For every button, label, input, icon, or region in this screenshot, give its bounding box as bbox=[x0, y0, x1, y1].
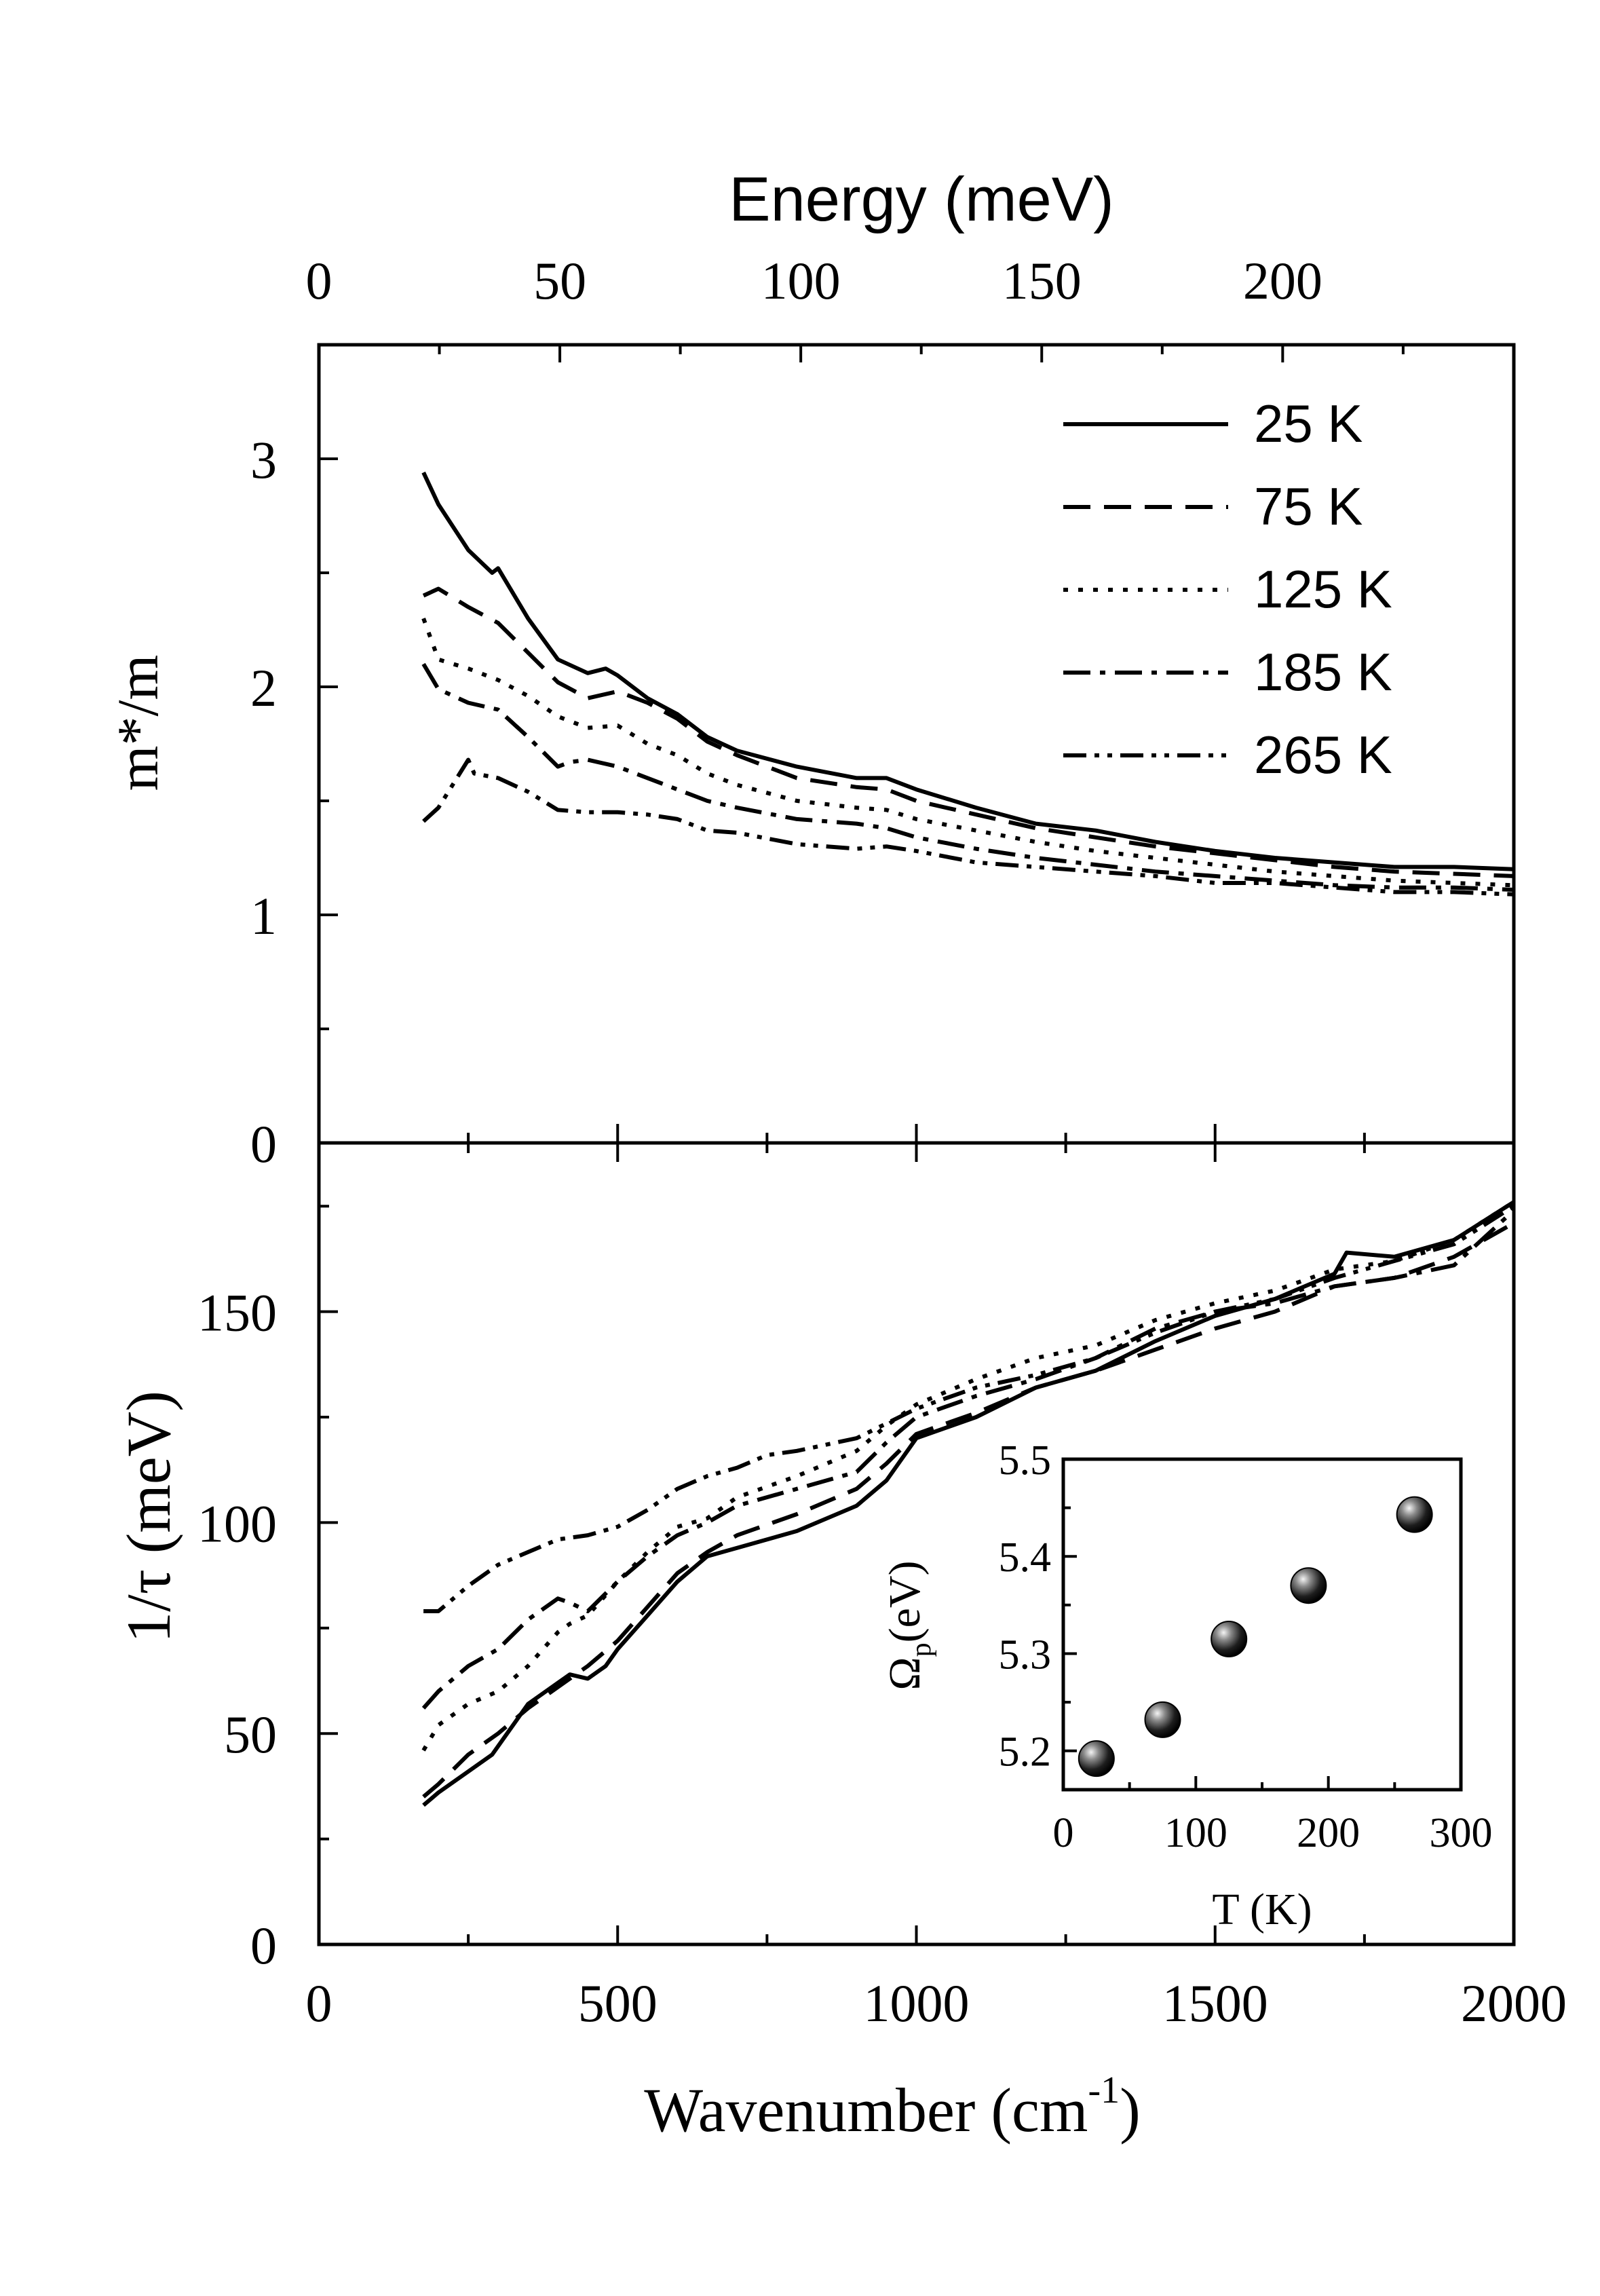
inset-point bbox=[1211, 1620, 1248, 1657]
top-series-75k bbox=[422, 586, 1515, 878]
bottom-y-ticks: 0 50 100 150 bbox=[197, 1205, 338, 1975]
inset-x-axis-label: T (K) bbox=[1212, 1885, 1312, 1934]
top-y-axis-label: m*/m bbox=[105, 655, 170, 791]
bottom-series-265k bbox=[423, 1204, 1515, 1613]
bottom-y-tick-label: 100 bbox=[197, 1494, 277, 1553]
bottom-series-75k bbox=[422, 1221, 1515, 1799]
inset-point bbox=[1396, 1496, 1433, 1533]
top-y-tick-label: 0 bbox=[250, 1114, 277, 1173]
bottom-x-tick-label: 500 bbox=[578, 1974, 658, 2033]
top-series-25k bbox=[421, 471, 1515, 871]
inset-y-axis-label: Ωp(eV) bbox=[880, 1561, 937, 1691]
legend: 25 K 75 K 125 K 185 K 265 K bbox=[1063, 394, 1392, 785]
top-energy-tick-label: 50 bbox=[533, 251, 586, 310]
inset-y-tick-label: 5.2 bbox=[999, 1729, 1052, 1775]
bottom-x-tick-label: 1500 bbox=[1162, 1974, 1268, 2033]
bottom-y-axis-label: 1/τ (meV) bbox=[114, 1391, 183, 1643]
inset-y-ticks: 5.2 5.3 5.4 5.5 bbox=[999, 1437, 1077, 1775]
top-y-tick-label: 1 bbox=[250, 886, 277, 945]
bottom-plot-frame bbox=[317, 1141, 1516, 1946]
x-axis-label: Wavenumber (cm-1) bbox=[644, 2069, 1141, 2145]
bottom-y-tick-label: 50 bbox=[224, 1705, 277, 1764]
top-curves bbox=[421, 471, 1515, 897]
bottom-series-125k bbox=[421, 1200, 1515, 1752]
top-axis-label: Energy (meV) bbox=[729, 165, 1114, 234]
bottom-y-tick-label: 150 bbox=[197, 1283, 277, 1342]
bottom-series-25k bbox=[422, 1200, 1515, 1807]
inset-y-tick-label: 5.4 bbox=[999, 1535, 1052, 1581]
bottom-x-tick-label: 2000 bbox=[1461, 1974, 1567, 2033]
top-energy-tick-label: 200 bbox=[1243, 251, 1322, 310]
inset-x-ticks: 0 100 200 300 bbox=[1053, 1776, 1493, 1856]
bottom-x-ticks: 0 500 1000 1500 2000 bbox=[306, 1124, 1567, 2033]
top-energy-tick-label: 150 bbox=[1002, 251, 1082, 310]
inset-point bbox=[1078, 1740, 1115, 1777]
top-series-265k bbox=[422, 757, 1515, 897]
legend-label-125k: 125 K bbox=[1254, 559, 1392, 619]
top-energy-tick-label: 0 bbox=[306, 251, 332, 310]
bottom-y-tick-label: 0 bbox=[250, 1916, 277, 1975]
top-y-tick-label: 3 bbox=[250, 430, 277, 489]
top-energy-tick-label: 100 bbox=[761, 251, 841, 310]
legend-label-25k: 25 K bbox=[1254, 394, 1363, 453]
legend-label-75k: 75 K bbox=[1254, 476, 1363, 536]
inset-panel: 0 100 200 300 5.2 5.3 5.4 5.5 T (K) Ωp(eV) bbox=[880, 1437, 1493, 1934]
top-y-ticks: 0 1 2 3 bbox=[250, 430, 338, 1173]
inset-points bbox=[1078, 1496, 1433, 1777]
legend-label-265k: 265 K bbox=[1254, 725, 1392, 785]
bottom-series-185k bbox=[421, 1209, 1516, 1710]
inset-point bbox=[1144, 1701, 1181, 1738]
top-panel: Energy (meV) 0 50 100 150 200 0 1 2 3 m*/m 25 K… bbox=[105, 165, 1516, 1173]
bottom-x-tick-label: 0 bbox=[306, 1974, 332, 2033]
bottom-x-tick-label: 1000 bbox=[864, 1974, 970, 2033]
inset-y-tick-label: 5.5 bbox=[999, 1437, 1052, 1484]
inset-point bbox=[1290, 1567, 1327, 1604]
top-series-185k bbox=[421, 662, 1515, 892]
inset-y-tick-label: 5.3 bbox=[999, 1632, 1052, 1678]
inset-x-tick-label: 100 bbox=[1164, 1810, 1227, 1856]
inset-x-tick-label: 200 bbox=[1297, 1810, 1360, 1856]
inset-x-tick-label: 300 bbox=[1430, 1810, 1493, 1856]
inset-x-tick-label: 0 bbox=[1053, 1810, 1074, 1856]
top-series-125k bbox=[421, 618, 1515, 888]
legend-label-185k: 185 K bbox=[1254, 642, 1392, 702]
bottom-curves bbox=[421, 1200, 1516, 1807]
top-energy-ticks: 0 50 100 150 200 bbox=[306, 251, 1405, 362]
top-y-tick-label: 2 bbox=[250, 658, 277, 717]
